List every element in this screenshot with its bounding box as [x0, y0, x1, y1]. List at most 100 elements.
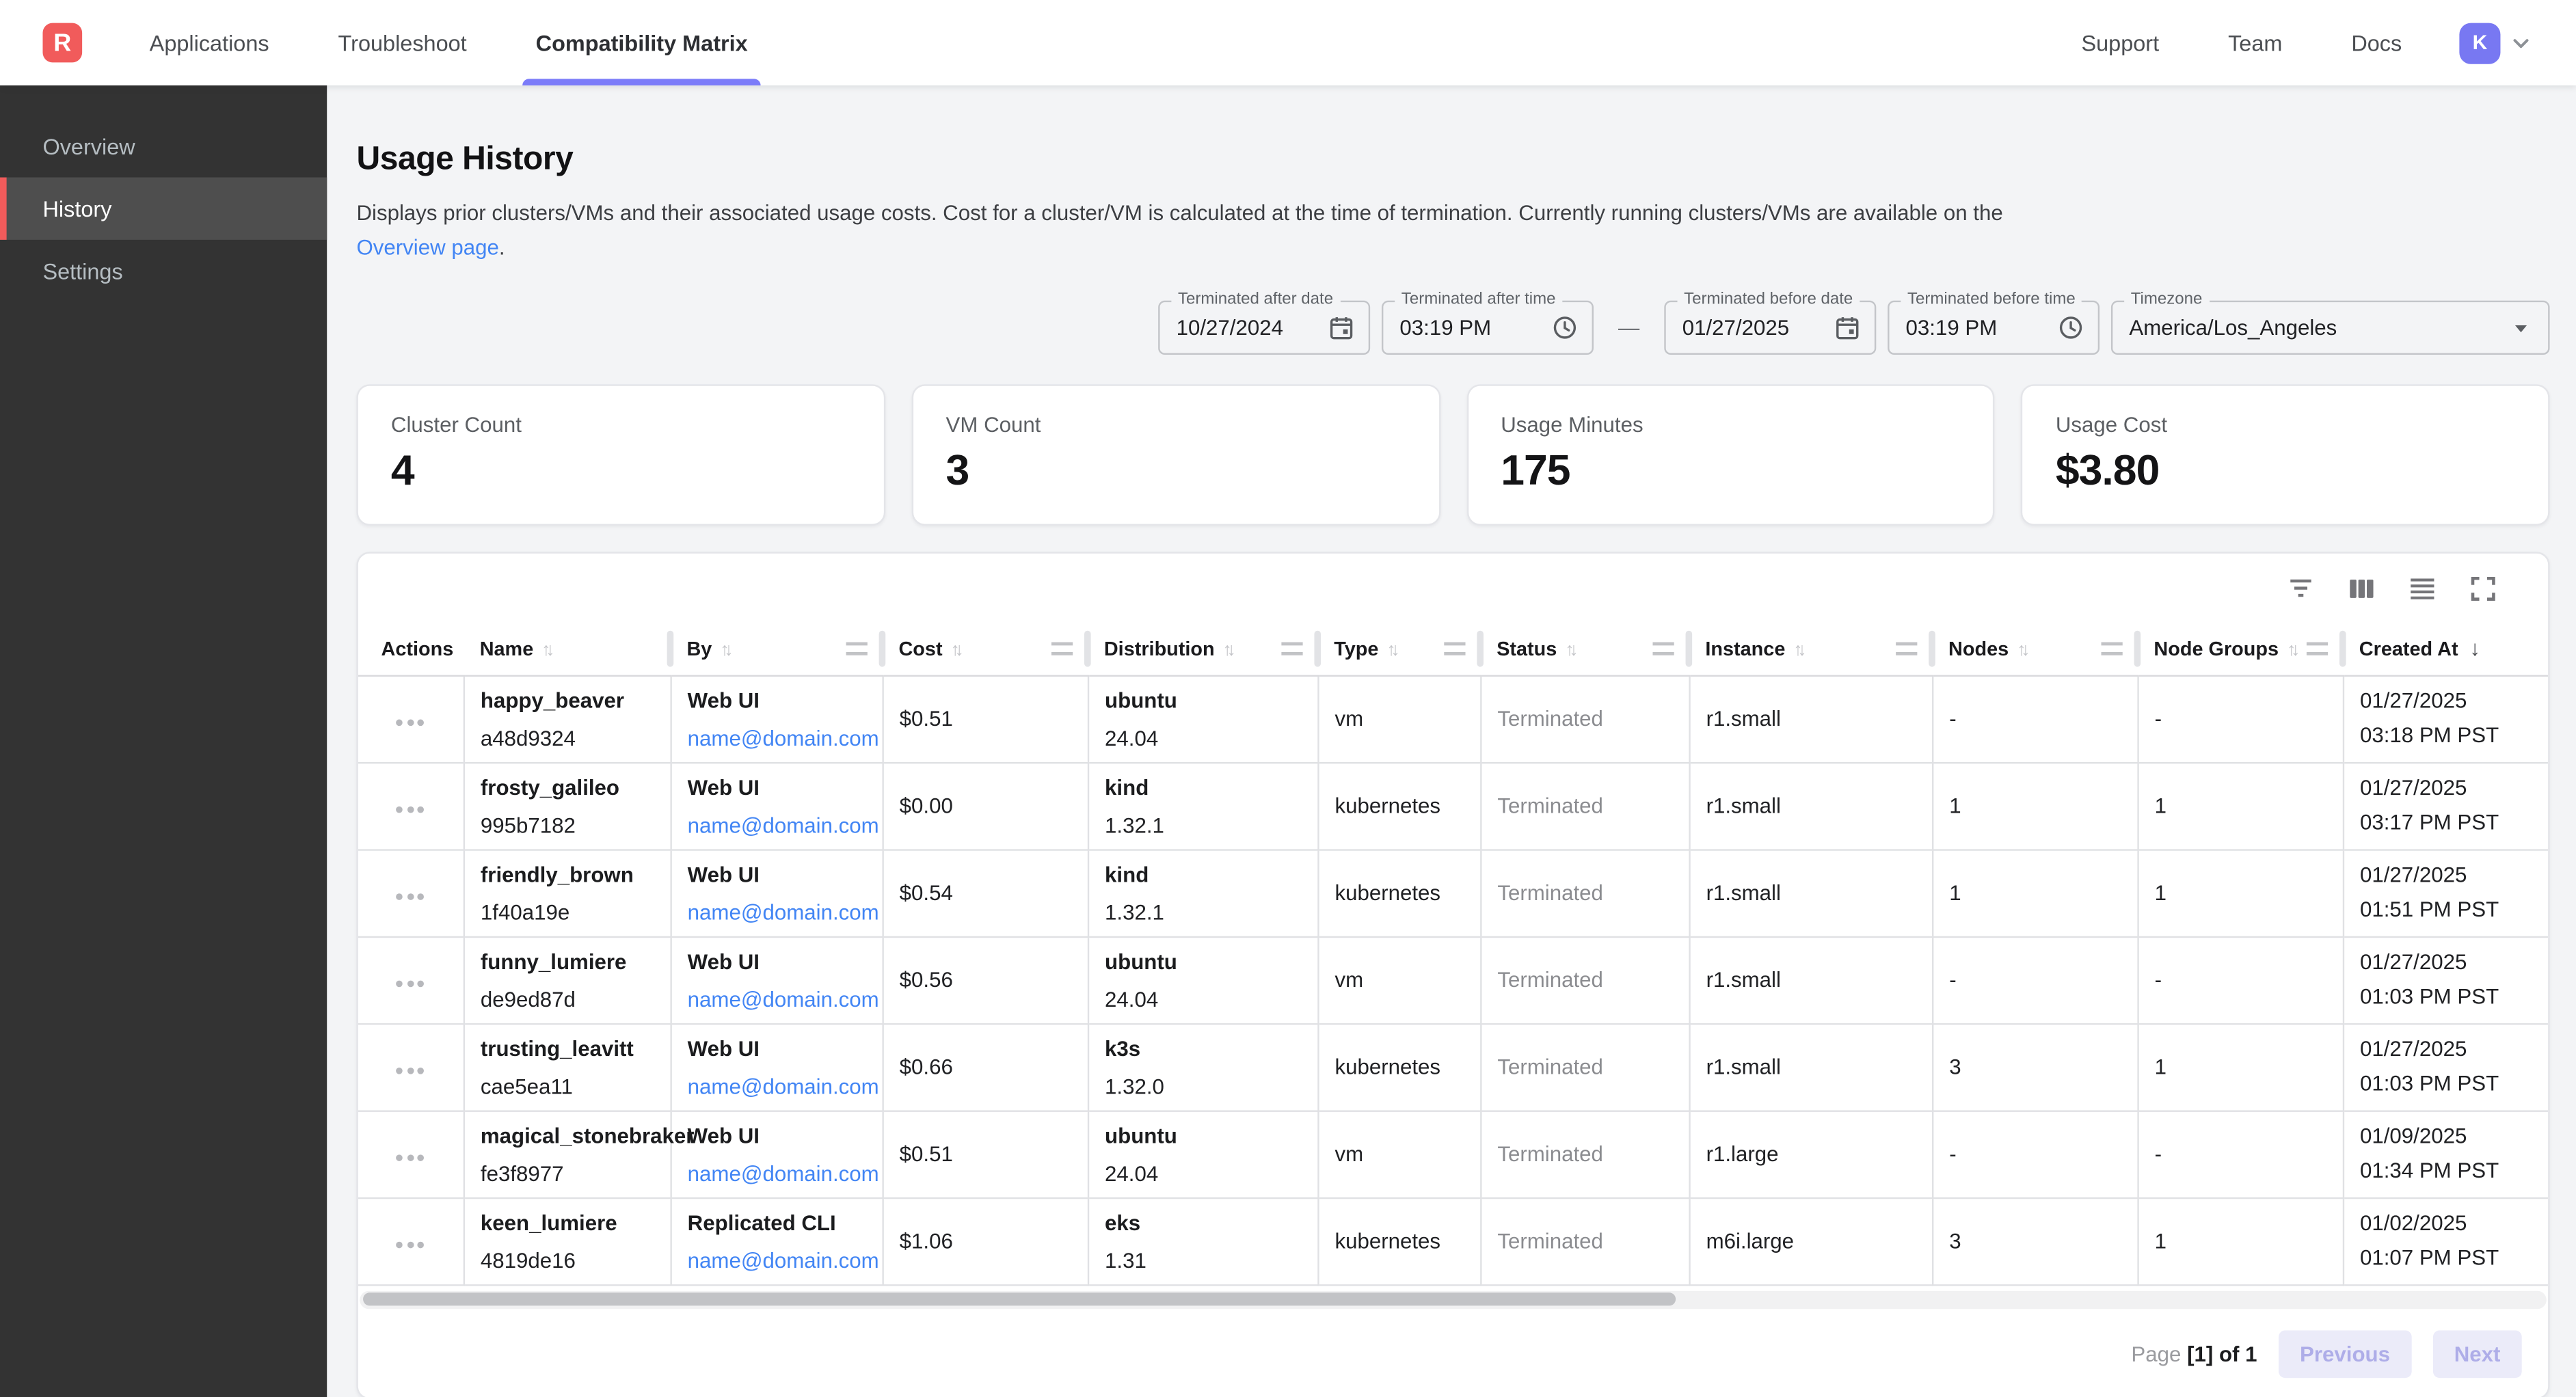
terminated-before-time-field[interactable]: Terminated before time 03:19 PM: [1888, 290, 2100, 355]
column-drag-handle[interactable]: [2306, 642, 2329, 655]
column-header-name[interactable]: Name ↑↓: [463, 622, 674, 677]
created-by-email-link[interactable]: name@domain.com: [687, 1247, 879, 1273]
column-drag-handle[interactable]: [1444, 642, 1466, 655]
table-toolbar: [358, 554, 2548, 623]
row-actions-menu-button[interactable]: [386, 1234, 434, 1254]
column-drag-handle[interactable]: [2101, 642, 2123, 655]
name-cell: keen_lumiere 4819de16: [463, 1197, 671, 1286]
next-page-button[interactable]: Next: [2432, 1330, 2522, 1379]
nav-item-compatibility-matrix[interactable]: Compatibility Matrix: [522, 0, 761, 85]
terminated-after-time-field[interactable]: Terminated after time 03:19 PM: [1381, 290, 1594, 355]
sort-icon[interactable]: ↑↓: [1386, 640, 1399, 660]
sort-icon[interactable]: ↑↓: [720, 640, 733, 660]
overview-page-link[interactable]: Overview page: [356, 234, 499, 259]
type-cell: vm: [1317, 1110, 1481, 1199]
column-drag-handle[interactable]: [1896, 642, 1918, 655]
sort-desc-icon[interactable]: ↓: [2469, 636, 2480, 661]
stat-label: Usage Cost: [2055, 412, 2168, 437]
created-by-email-link[interactable]: name@domain.com: [687, 1160, 879, 1185]
created-at-cell: 01/27/2025 01:03 PM PST: [2342, 1023, 2549, 1111]
created-by-email-link[interactable]: name@domain.com: [687, 1073, 879, 1098]
distribution-name: ubuntu: [1105, 948, 1177, 973]
filter-icon[interactable]: [2283, 571, 2316, 604]
chevron-down-icon[interactable]: [2508, 30, 2533, 55]
calendar-icon[interactable]: [1328, 314, 1356, 342]
column-header-nodes[interactable]: Nodes ↑↓: [1931, 622, 2141, 677]
columns-icon[interactable]: [2344, 571, 2377, 604]
column-header-status[interactable]: Status ↑↓: [1480, 622, 1693, 677]
cluster-name: trusting_leavitt: [480, 1035, 634, 1061]
status-badge: Terminated: [1497, 1054, 1603, 1079]
calendar-icon[interactable]: [1834, 314, 1862, 342]
column-header-instance[interactable]: Instance ↑↓: [1689, 622, 1935, 677]
sidebar-item-overview[interactable]: Overview: [42, 133, 135, 159]
created-by-email-link[interactable]: name@domain.com: [687, 899, 879, 924]
column-header-cost[interactable]: Cost ↑↓: [882, 622, 1091, 677]
description-period: .: [498, 234, 505, 259]
sort-icon[interactable]: ↑↓: [950, 640, 964, 660]
timezone-select[interactable]: Timezone America/Los_Angeles: [2110, 290, 2550, 355]
column-drag-handle[interactable]: [1051, 642, 1073, 655]
status-badge: Terminated: [1497, 967, 1603, 992]
user-avatar[interactable]: K: [2459, 22, 2501, 64]
replicated-logo[interactable]: R: [42, 23, 83, 63]
created-by-source: Web UI: [687, 1122, 760, 1148]
clock-icon[interactable]: [2057, 314, 2085, 342]
terminated-before-date-field[interactable]: Terminated before date 01/27/2025: [1664, 290, 1877, 355]
sidebar-item-history[interactable]: History: [0, 177, 327, 240]
row-actions-menu-button[interactable]: [386, 1148, 434, 1167]
created-by-email-link[interactable]: name@domain.com: [687, 986, 879, 1012]
stat-label: Cluster Count: [390, 412, 522, 437]
fullscreen-icon[interactable]: [2466, 571, 2499, 604]
sidebar-item-settings[interactable]: Settings: [42, 258, 123, 284]
nav-item-team[interactable]: Team: [2228, 30, 2283, 55]
sort-icon[interactable]: ↑↓: [1793, 640, 1806, 660]
density-icon[interactable]: [2405, 571, 2438, 604]
sort-icon[interactable]: ↑↓: [2287, 640, 2300, 660]
distribution-cell: kind 1.32.1: [1087, 762, 1319, 850]
actions-cell: [358, 1197, 464, 1286]
terminated-before-time-label: Terminated before time: [1901, 290, 2082, 311]
status-badge: Terminated: [1497, 1141, 1603, 1167]
sort-icon[interactable]: ↑↓: [2017, 640, 2030, 660]
name-cell: funny_lumiere de9ed87d: [463, 936, 671, 1025]
scrollbar-thumb[interactable]: [363, 1292, 1676, 1306]
column-header-by[interactable]: By ↑↓: [670, 622, 886, 677]
nav-item-support[interactable]: Support: [2081, 30, 2160, 55]
by-cell: Web UI name@domain.com: [670, 762, 883, 850]
terminated-before-date-label: Terminated before date: [1677, 290, 1860, 311]
sort-icon[interactable]: ↑↓: [1565, 640, 1578, 660]
sort-icon[interactable]: ↑↓: [1222, 640, 1236, 660]
column-header-distribution[interactable]: Distribution ↑↓: [1087, 622, 1321, 677]
nav-item-troubleshoot[interactable]: Troubleshoot: [338, 30, 467, 55]
created-by-email-link[interactable]: name@domain.com: [687, 725, 879, 750]
column-drag-handle[interactable]: [1281, 642, 1303, 655]
row-actions-menu-button[interactable]: [386, 712, 434, 732]
column-drag-handle[interactable]: [1652, 642, 1674, 655]
horizontal-scrollbar[interactable]: [360, 1290, 2547, 1309]
row-actions-menu-button[interactable]: [386, 799, 434, 819]
created-by-source: Web UI: [687, 687, 760, 712]
distribution-cell: eks 1.31: [1087, 1197, 1319, 1286]
distribution-name: k3s: [1105, 1035, 1141, 1061]
distribution-name: eks: [1105, 1210, 1141, 1235]
nav-item-docs[interactable]: Docs: [2351, 30, 2402, 55]
previous-page-button[interactable]: Previous: [2278, 1330, 2412, 1379]
row-actions-menu-button[interactable]: [386, 886, 434, 906]
column-header-created-at[interactable]: Created At ↓: [2342, 622, 2549, 677]
row-actions-menu-button[interactable]: [386, 973, 434, 993]
column-drag-handle[interactable]: [846, 642, 868, 655]
terminated-after-date-field[interactable]: Terminated after date 10/27/2024: [1158, 290, 1371, 355]
caret-down-icon[interactable]: [2507, 314, 2535, 342]
actions-cell: [358, 936, 464, 1025]
sort-icon[interactable]: ↑↓: [541, 640, 554, 660]
column-header-node-groups[interactable]: Node Groups ↑↓: [2137, 622, 2346, 677]
nav-item-applications[interactable]: Applications: [149, 30, 269, 55]
status-cell: Terminated: [1480, 1023, 1690, 1111]
instance-cell: r1.large: [1689, 1110, 1933, 1199]
created-by-email-link[interactable]: name@domain.com: [687, 812, 879, 837]
column-header-type[interactable]: Type ↑↓: [1317, 622, 1484, 677]
distribution-cell: k3s 1.32.0: [1087, 1023, 1319, 1111]
row-actions-menu-button[interactable]: [386, 1060, 434, 1080]
clock-icon[interactable]: [1551, 314, 1579, 342]
